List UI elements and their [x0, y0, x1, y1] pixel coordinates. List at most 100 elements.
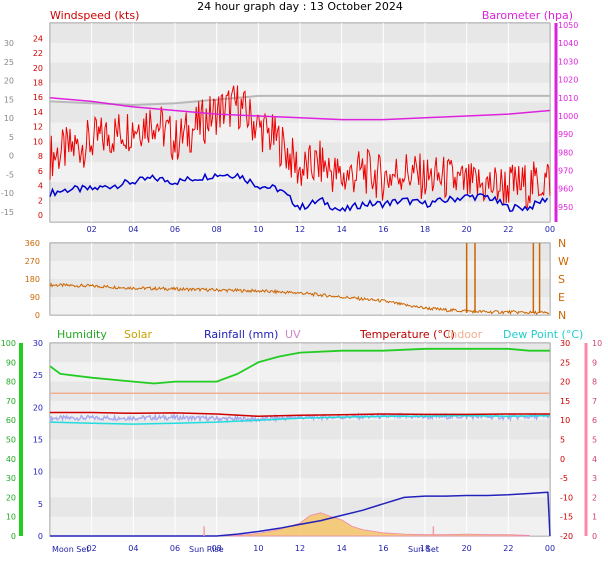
x-tick-label: 10 — [253, 544, 263, 553]
humidity-label: Humidity — [57, 328, 107, 341]
y-tick-wind-alt: -10 — [1, 189, 14, 198]
x-tick-label: 06 — [170, 544, 180, 553]
y-tick-humidity: 80 — [6, 378, 16, 387]
x-tick-label: 04 — [128, 225, 138, 234]
y-tick-rain: 15 — [33, 436, 43, 445]
wind-label: Windspeed (kts) — [50, 9, 139, 22]
y-tick-baro: 990 — [558, 130, 573, 139]
y-tick-baro: 1000 — [558, 112, 578, 121]
wind-axes: 02 04 06 08 10 12 14 16 18 20 22 002422201816141210… — [1, 21, 578, 234]
indoor-label: Indoor — [447, 328, 483, 341]
y-tick-baro: 1050 — [558, 21, 578, 30]
y-tick-compass: E — [558, 291, 565, 304]
dew-label: Dew Point (°C) — [503, 328, 583, 341]
x-tick-label: 16 — [378, 544, 388, 553]
y-tick-humidity: 90 — [6, 358, 16, 367]
y-tick-temp: 15 — [560, 397, 570, 406]
y-tick-compass: S — [558, 273, 565, 286]
y-tick-baro: 1010 — [558, 94, 578, 103]
y-tick-wind-alt: 5 — [9, 133, 14, 142]
y-tick-wind: 22 — [33, 49, 43, 58]
y-tick-temp: 20 — [560, 378, 570, 387]
dew-line — [49, 414, 551, 425]
y-tick-wind-alt: 10 — [4, 114, 14, 123]
x-tick-label: 08 — [212, 544, 222, 553]
y-tick-baro: 1020 — [558, 76, 578, 85]
y-tick-humidity: 10 — [6, 513, 16, 522]
temp-label: Temperature (°C) — [359, 328, 455, 341]
y-tick-uv: 0 — [592, 532, 597, 541]
y-tick-wind-alt: 0 — [9, 152, 14, 161]
sun-rise-label: Sun Rise — [189, 545, 224, 554]
y-tick-wind: 12 — [33, 123, 43, 132]
y-tick-wind-alt: 15 — [4, 95, 14, 104]
y-tick-uv: 3 — [592, 474, 597, 483]
y-tick-dir: 0 — [35, 311, 40, 320]
y-tick-wind: 20 — [33, 64, 43, 73]
gust-line — [49, 172, 549, 213]
y-tick-dir: 360 — [25, 239, 40, 248]
y-tick-dir: 270 — [25, 257, 40, 266]
y-tick-uv: 7 — [592, 397, 597, 406]
x-tick-label: 14 — [337, 544, 347, 553]
y-tick-wind: 6 — [38, 167, 43, 176]
y-tick-wind: 4 — [38, 182, 43, 191]
y-tick-temp: 10 — [560, 416, 570, 425]
y-tick-baro: 1040 — [558, 39, 578, 48]
y-tick-wind: 24 — [33, 34, 43, 43]
y-tick-rain: 25 — [33, 371, 43, 380]
y-tick-baro: 980 — [558, 148, 573, 157]
moon-set-label: Moon Set — [52, 545, 89, 554]
temp-line — [50, 411, 550, 418]
wind-series — [49, 85, 551, 213]
x-tick-label: 12 — [295, 544, 305, 553]
y-tick-baro: 950 — [558, 203, 573, 212]
baro-label: Barometer (hpa) — [482, 9, 573, 22]
x-tick-label: 18 — [420, 544, 430, 553]
x-tick-label: 10 — [253, 225, 263, 234]
x-tick-label: 20 — [462, 225, 472, 234]
y-tick-rain: 5 — [38, 500, 43, 509]
y-tick-temp: -15 — [560, 513, 573, 522]
y-tick-humidity: 20 — [6, 493, 16, 502]
y-tick-wind: 16 — [33, 93, 43, 102]
chart-title: 24 hour graph day : 13 October 2024 — [197, 0, 403, 13]
y-tick-temp: -20 — [560, 532, 573, 541]
y-tick-humidity: 70 — [6, 397, 16, 406]
dir-series — [49, 243, 550, 316]
y-tick-uv: 5 — [592, 436, 597, 445]
baro-line — [49, 97, 551, 121]
temp-panel-bg — [49, 342, 551, 537]
y-tick-temp: 0 — [560, 455, 565, 464]
temp-series — [49, 347, 551, 537]
x-tick-label: 16 — [378, 225, 388, 234]
y-tick-wind: 8 — [38, 152, 43, 161]
y-tick-temp: -10 — [560, 493, 573, 502]
y-tick-temp: 5 — [560, 436, 565, 445]
x-tick-label: 14 — [337, 225, 347, 234]
y-tick-wind: 10 — [33, 137, 43, 146]
x-tick-label: 00 — [545, 544, 555, 553]
y-tick-uv: 4 — [592, 455, 597, 464]
humidity-line — [49, 347, 550, 385]
y-tick-rain: 10 — [33, 468, 43, 477]
y-tick-rain: 30 — [33, 339, 43, 348]
y-tick-baro: 970 — [558, 167, 573, 176]
y-tick-wind-alt: 25 — [4, 58, 14, 67]
y-tick-compass: N — [558, 309, 566, 322]
x-tick-label: 00 — [545, 225, 555, 234]
y-tick-wind: 18 — [33, 79, 43, 88]
y-tick-dir: 180 — [25, 275, 40, 284]
wind-line — [49, 85, 551, 209]
y-tick-temp: -5 — [560, 474, 568, 483]
y-tick-wind-alt: 20 — [4, 77, 14, 86]
y-tick-humidity: 60 — [6, 416, 16, 425]
y-tick-temp: 25 — [560, 358, 570, 367]
direction-line — [49, 282, 550, 316]
y-tick-humidity: 40 — [6, 455, 16, 464]
y-tick-humidity: 100 — [1, 339, 16, 348]
x-tick-label: 18 — [420, 225, 430, 234]
y-tick-temp: 30 — [560, 339, 570, 348]
